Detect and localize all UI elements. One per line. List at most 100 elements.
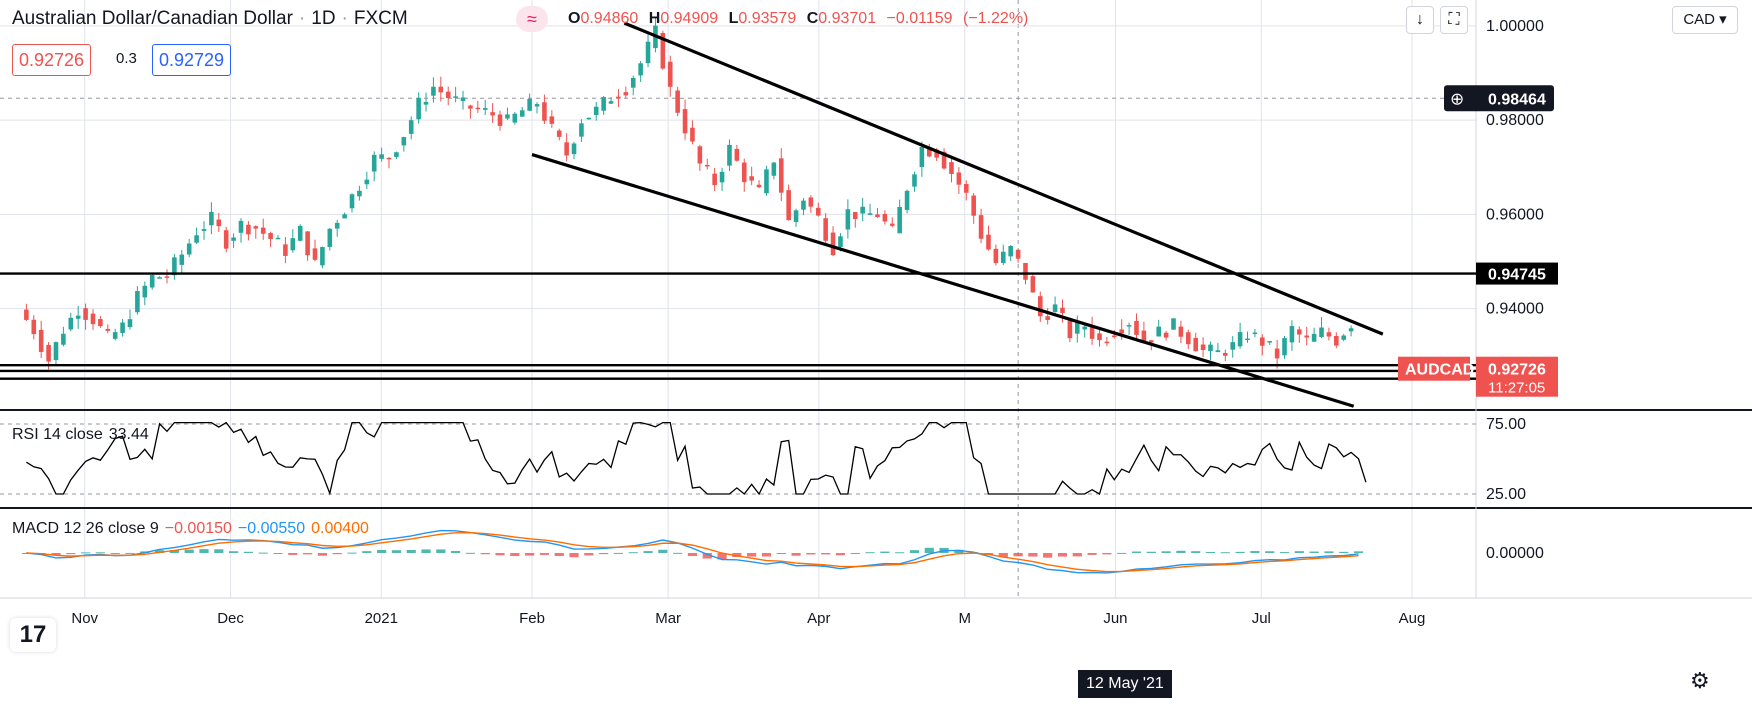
macd-histogram-bar [1028, 553, 1038, 557]
macd-histogram-bar [821, 553, 831, 555]
macd-histogram-bar [1087, 553, 1097, 555]
candle-body [667, 61, 673, 87]
macd-legend[interactable]: MACD 12 26 close 9 −0.00150 −0.00550 0.0040… [12, 520, 375, 538]
candle-body [1341, 335, 1347, 340]
candle-body [231, 237, 236, 241]
macd-histogram-bar [1131, 551, 1142, 553]
tradingview-logo-icon[interactable]: 17 [10, 618, 56, 652]
rsi-legend[interactable]: RSI 14 close 33.44 [12, 426, 155, 444]
candle-body [1267, 341, 1273, 343]
candle-body [630, 77, 636, 88]
candle-body [53, 342, 59, 361]
candle-body [1149, 340, 1154, 343]
candle-body [1119, 329, 1124, 334]
macd-histogram-bar [1205, 551, 1216, 553]
macd-histogram-bar [110, 553, 120, 554]
candle-body [120, 322, 125, 333]
macd-label: MACD 12 26 close 9 [12, 520, 159, 537]
macd-histogram-bar [480, 553, 490, 555]
candle-body [1111, 335, 1117, 338]
sell-price-button[interactable]: 0.92726 [12, 44, 92, 76]
candle-body [83, 308, 88, 320]
candle-body [949, 162, 954, 174]
macd-histogram-bar [776, 553, 786, 555]
candle-body [1319, 327, 1324, 337]
trend-channel [531, 21, 1384, 408]
gear-icon[interactable]: ⚙ [1690, 668, 1710, 693]
candle-body [408, 120, 414, 134]
interval-label[interactable]: 1D [311, 8, 336, 29]
fullscreen-icon[interactable]: ⛶ [1440, 6, 1468, 34]
macd-histogram-bar [569, 553, 579, 558]
macd-histogram-bar [169, 550, 179, 553]
exchange-label: FXCM [353, 8, 408, 29]
candle-body [534, 104, 540, 107]
candle-body [704, 164, 710, 167]
candle-body [934, 149, 939, 158]
candle-body [860, 206, 865, 214]
candle-body [1334, 336, 1339, 346]
candle-body [297, 225, 303, 241]
candle-body [556, 130, 562, 137]
candle-body [1089, 325, 1095, 339]
buy-price-button[interactable]: 0.92729 [152, 44, 232, 76]
candle-body [68, 317, 74, 330]
candle-body [61, 333, 66, 345]
candle-body [1171, 318, 1176, 330]
candle-body [482, 108, 488, 110]
price-tick-label: 0.96000 [1486, 206, 1544, 223]
candle-body [912, 174, 917, 187]
candle-body [616, 96, 621, 99]
candle-body [283, 244, 288, 256]
time-tick-label: Dec [217, 610, 244, 627]
candle-body [549, 116, 555, 124]
currency-select[interactable]: CAD ▾ [1672, 6, 1738, 34]
macd-line-value: −0.00550 [237, 520, 306, 537]
price-axis[interactable]: 1.000000.980000.960000.940000.947450.926… [1398, 18, 1558, 562]
macd-histogram-bar [391, 550, 402, 553]
macd-histogram-bar [1220, 552, 1230, 554]
candle-body [660, 32, 666, 69]
macd-histogram-bar [421, 549, 431, 553]
symbol-header[interactable]: Australian Dollar/Canadian Dollar · 1D · FXC… [12, 8, 408, 29]
candle-body [741, 162, 747, 183]
candle-body [1186, 332, 1191, 345]
candle-body [579, 123, 584, 137]
time-axis[interactable]: Nov Dec 2021 Feb Mar Apr M Jun Jul Aug [71, 610, 1425, 627]
candle-body [1274, 348, 1280, 359]
candle-body [1104, 341, 1110, 344]
candle-body [327, 228, 333, 247]
rsi-value: 33.44 [108, 426, 149, 443]
macd-histogram-bar [1279, 552, 1290, 554]
candle-body [727, 144, 732, 166]
candle-body [867, 213, 873, 215]
candle-body [24, 309, 29, 320]
macd-histogram-bar [465, 552, 476, 554]
macd-histogram-bar [303, 553, 313, 555]
candle-body [1230, 342, 1236, 350]
macd-histogram-bar [436, 549, 446, 553]
candle-body [379, 154, 384, 159]
download-arrow-icon[interactable]: ↓ [1406, 6, 1434, 34]
candle-body [1282, 338, 1287, 356]
candle-body [416, 97, 421, 120]
candle-body [749, 176, 754, 181]
candle-body [838, 236, 843, 247]
candle-body [793, 210, 799, 222]
last-price-bg [1476, 356, 1558, 397]
candle-body [1200, 344, 1206, 351]
macd-histogram-bar [1353, 551, 1364, 553]
time-tick-label: Mar [655, 610, 681, 627]
rsi-label: RSI 14 close [12, 426, 103, 443]
crosshair-price-bg [1444, 85, 1554, 112]
candle-body [1311, 333, 1317, 342]
candle-body [719, 171, 725, 183]
candle-body [349, 194, 355, 209]
candle-body [801, 200, 806, 210]
macd-histogram-bar [229, 551, 239, 553]
candle-body [1326, 332, 1332, 337]
macd-tick-label: 0.00000 [1486, 545, 1544, 562]
time-tick-label: M [958, 610, 971, 627]
candle-body [364, 179, 370, 185]
